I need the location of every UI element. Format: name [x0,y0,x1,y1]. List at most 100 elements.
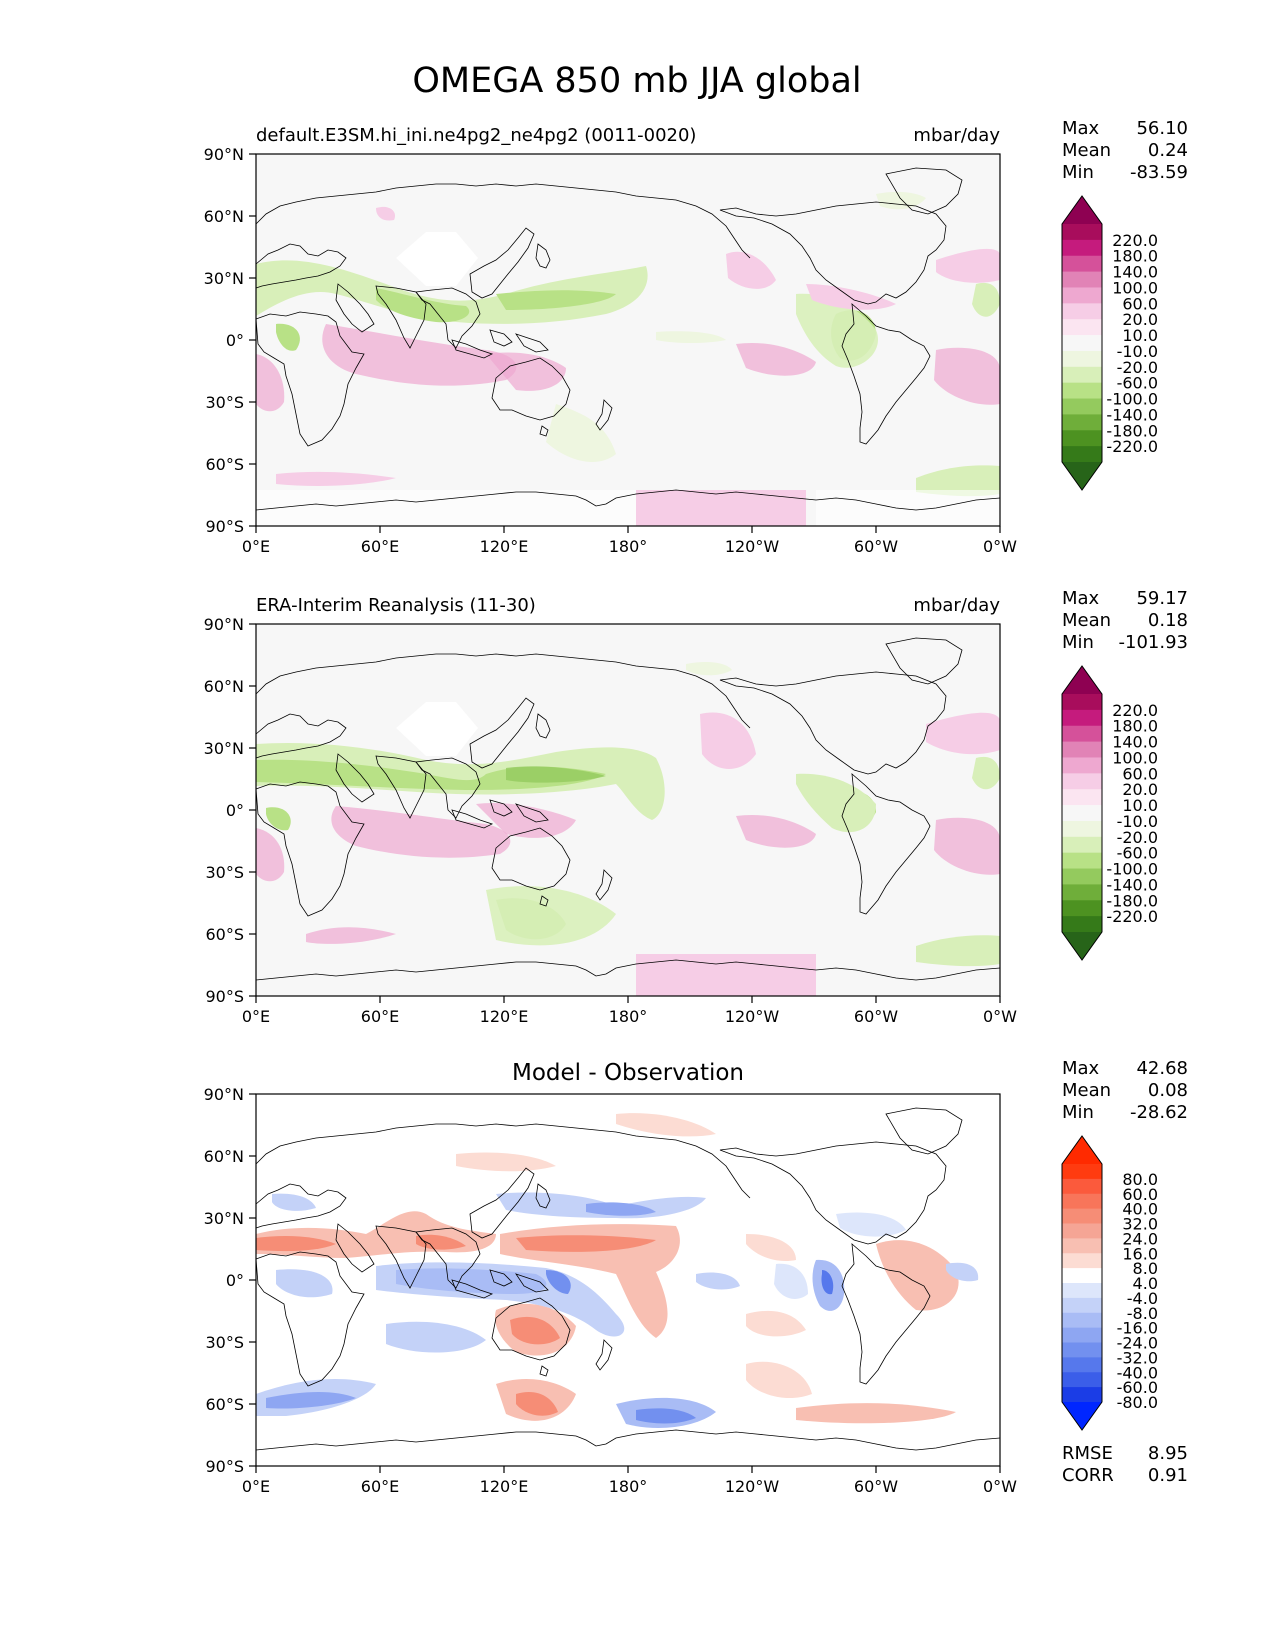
colorbar-segment [1062,1238,1102,1254]
lat-tick-label: 0° [226,1271,244,1290]
field-model-green-10 [876,191,926,210]
colorbar-segment [1062,773,1102,790]
colorbar-segment [1062,1253,1102,1269]
field-model-green-11 [972,282,1000,317]
field-obs-green-10 [972,756,1000,790]
colorbar-segment [1062,916,1102,933]
colorbar-label: 40.0 [1122,1200,1158,1219]
colorbar-label: 20.0 [1122,780,1158,799]
lon-tick-label: 0°E [242,537,270,556]
colorbar-segment [1062,1283,1102,1299]
colorbar-diff: 80.060.040.032.024.016.08.04.0-4.0-8.0-1… [1061,1135,1158,1431]
field-model-pink-3 [256,354,285,412]
field-diff-red-2 [256,1236,336,1252]
colorbar-label: -140.0 [1106,875,1158,894]
stat-rmse-label: RMSE [1062,1443,1113,1464]
colorbar-label: 180.0 [1112,717,1158,736]
field-diff-red-7 [510,1316,560,1345]
colorbar-segment [1062,709,1102,727]
colorbar-segment [1062,694,1102,711]
colorbar-segment [1062,239,1102,257]
colorbar-label: -180.0 [1106,421,1158,440]
map-model: 90°N 60°N 30°N 0° 30°S 60°S 90°S0°E 60°E 120°E 18… [204,145,1018,556]
field-model-pink-6 [726,251,776,289]
field-diff-blue-4 [276,1269,333,1298]
lat-tick-label: 60°N [204,1147,244,1166]
field-obs-pink-3 [256,828,285,882]
colorbar-segment [1062,335,1102,352]
colorbar-label: 100.0 [1112,748,1158,767]
colorbar-segment [1062,1208,1102,1224]
field-diff-red-12 [746,1361,812,1399]
lon-tick-label: 60°E [361,1007,399,1026]
colorbar-segment [1062,430,1102,447]
colorbar-segment [1062,287,1102,304]
panel-diff-title: Model - Observation [512,1060,744,1086]
field-model-green-5 [796,293,878,368]
colorbar-model: 220.0180.0140.0100.060.020.010.0-10.0-20… [1061,195,1158,491]
colorbar-label: 24.0 [1122,1229,1158,1248]
colorbar-label: -4.0 [1127,1289,1158,1308]
colorbar-label: -80.0 [1117,1393,1158,1412]
lon-tick-label: 180° [609,1477,648,1496]
colorbar-label: 140.0 [1112,263,1158,282]
field-diff-red-5 [516,1235,656,1252]
field-diff-blue-13 [266,1392,356,1409]
colorbar-outline [1061,665,1103,961]
colorbar-label: -10.0 [1117,812,1158,831]
field-model-green-9 [656,331,726,343]
colorbar-label: -60.0 [1117,374,1158,393]
stat-mean-value: 0.08 [1148,1080,1188,1101]
colorbar-label: 80.0 [1122,1170,1158,1189]
field-obs-green-5 [796,773,876,833]
colorbar-extend-top [1062,1136,1102,1164]
colorbar-label: -60.0 [1117,844,1158,863]
colorbar-segment [1062,820,1102,838]
field-diff-red-11 [746,1234,796,1262]
stat-max-value: 56.10 [1136,118,1188,139]
colorbar-segment [1062,1178,1102,1195]
colorbar-label: -10.0 [1117,342,1158,361]
panel-model-title: default.E3SM.hi_ini.ne4pg2_ne4pg2 (0011-… [256,125,696,146]
field-diff-red-15 [746,1310,806,1337]
lat-tick-label: 30°S [205,863,244,882]
colorbar-obs: 220.0180.0140.0100.060.020.010.0-10.0-20… [1061,665,1158,961]
colorbar-label: -24.0 [1117,1334,1158,1353]
colorbar-segment [1062,1387,1102,1403]
colorbar-outline [1061,1135,1103,1431]
field-diff-blue-2 [396,1268,547,1294]
colorbar-segment [1062,805,1102,822]
lon-tick-label: 0°W [983,1007,1017,1026]
lon-tick-label: 120°E [480,537,529,556]
colorbar-segment [1062,224,1102,241]
field-model-pink-5 [934,347,1000,405]
colorbar-segment [1062,884,1102,901]
field-model [256,191,1000,526]
colorbar-segment [1062,1312,1102,1329]
colorbar-segment [1062,868,1102,885]
stat-min-label: Min [1062,632,1094,653]
lon-tick-label: 60°W [854,537,898,556]
lon-tick-label: 120°W [725,1477,780,1496]
field-obs-pink-2 [476,802,576,838]
field-diff-red-9 [516,1392,558,1416]
lat-tick-label: 90°S [205,1457,244,1476]
colorbar-segment [1062,271,1102,288]
field-obs-missing-1 [396,702,478,756]
field-obs-pink-8 [636,954,816,996]
field-obs-pink-6 [700,712,756,769]
colorbar-label: -100.0 [1106,390,1158,409]
field-obs-pink-9 [306,927,396,944]
field-diff-blue-10 [821,1270,834,1295]
colorbar-label: -100.0 [1106,860,1158,879]
field-diff-blue-5 [386,1321,486,1353]
field-diff-blue-8 [696,1272,740,1290]
lon-tick-label: 0°W [983,1477,1017,1496]
colorbar-segment [1062,1268,1102,1284]
lon-tick-label: 60°E [361,537,399,556]
stat-min-label: Min [1062,1102,1094,1123]
colorbar-extend-bottom [1062,932,1102,960]
colorbar-extend-top [1062,196,1102,224]
field-obs-green-11 [266,807,291,831]
colorbar-segment [1062,366,1102,384]
